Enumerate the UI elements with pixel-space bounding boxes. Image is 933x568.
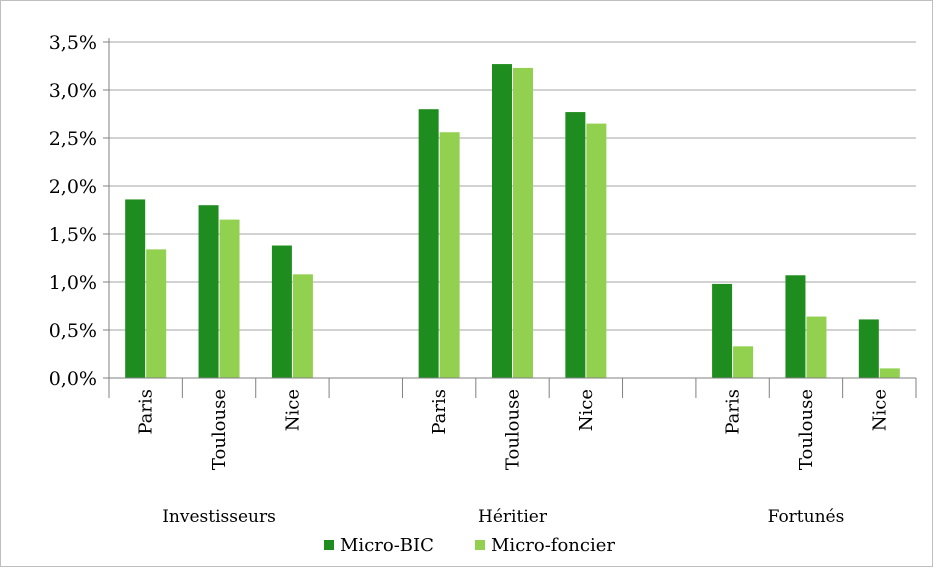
bar	[439, 132, 460, 378]
bar	[858, 319, 879, 378]
bar	[418, 109, 439, 378]
group-label: Investisseurs	[162, 507, 276, 527]
category-label: Toulouse	[503, 389, 524, 470]
y-tick-label: 2,5%	[49, 128, 97, 150]
bar	[271, 245, 292, 378]
group-label: Héritier	[478, 507, 548, 527]
category-label: Nice	[576, 389, 597, 431]
bar	[219, 219, 240, 378]
y-tick-label: 0,5%	[49, 320, 97, 342]
category-label: Toulouse	[796, 389, 817, 470]
y-tick-label: 3,0%	[49, 80, 97, 102]
y-tick-label: 3,5%	[49, 32, 97, 54]
category-label: Paris	[136, 389, 157, 435]
bar	[565, 112, 586, 378]
bar	[492, 64, 512, 378]
bar	[125, 199, 146, 378]
category-label: Nice	[282, 389, 303, 431]
category-label: Nice	[869, 389, 890, 431]
bar	[292, 274, 313, 378]
bar	[733, 346, 754, 378]
legend-label: Micro-foncier	[491, 535, 615, 556]
legend-swatch	[475, 540, 485, 550]
bar	[198, 205, 219, 378]
category-label: Toulouse	[209, 389, 230, 470]
bar	[712, 283, 733, 378]
bar	[879, 368, 900, 378]
bar	[806, 316, 827, 378]
category-label: Paris	[723, 389, 744, 435]
category-label: Paris	[429, 389, 450, 435]
bar	[146, 249, 167, 378]
y-tick-label: 1,5%	[49, 224, 97, 246]
legend-swatch	[324, 540, 334, 550]
y-tick-label: 2,0%	[49, 176, 97, 198]
bar	[586, 123, 607, 378]
group-label: Fortunés	[768, 507, 845, 527]
bar	[785, 275, 806, 378]
legend-label: Micro-BIC	[340, 535, 434, 556]
y-tick-label: 0,0%	[49, 368, 97, 390]
bar	[513, 67, 533, 379]
y-tick-label: 1,0%	[49, 272, 97, 294]
